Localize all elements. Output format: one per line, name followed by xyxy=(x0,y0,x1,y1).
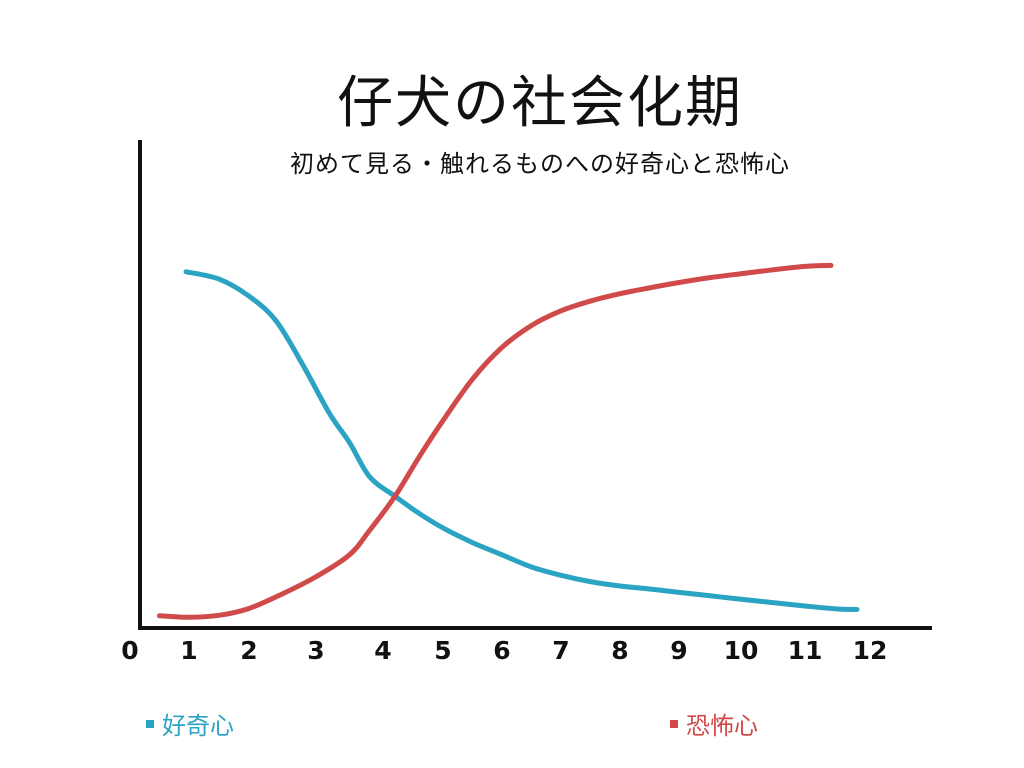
x-tick-label: 9 xyxy=(670,636,687,665)
legend-swatch-curiosity xyxy=(146,719,154,728)
legend-label-fear: 恐怖心 xyxy=(686,712,758,740)
x-tick-label: 4 xyxy=(374,636,391,665)
x-tick-label: 3 xyxy=(307,636,324,665)
x-tick-label: 8 xyxy=(611,636,628,665)
x-tick-label: 6 xyxy=(493,636,510,665)
x-tick-label: 2 xyxy=(240,636,257,665)
x-tick-label: 7 xyxy=(552,636,569,665)
chart-subtitle: 初めて見る・触れるものへの好奇心と恐怖心 xyxy=(290,150,790,178)
chart-title: 仔犬の社会化期 xyxy=(337,71,743,136)
series-line-curiosity xyxy=(183,269,860,612)
legend-item-fear: 恐怖心 xyxy=(670,706,758,741)
series-line-fear xyxy=(157,262,834,620)
x-tick-label: 12 xyxy=(853,636,888,665)
x-tick-label: 0 xyxy=(121,636,138,665)
legend-swatch-fear xyxy=(670,719,678,728)
legend-item-curiosity: 好奇心 xyxy=(146,706,234,741)
x-tick-label: 5 xyxy=(434,636,451,665)
legend-label-curiosity: 好奇心 xyxy=(162,712,234,740)
x-tick-label: 11 xyxy=(788,636,823,665)
x-tick-label: 1 xyxy=(180,636,197,665)
x-tick-label: 10 xyxy=(724,636,759,665)
